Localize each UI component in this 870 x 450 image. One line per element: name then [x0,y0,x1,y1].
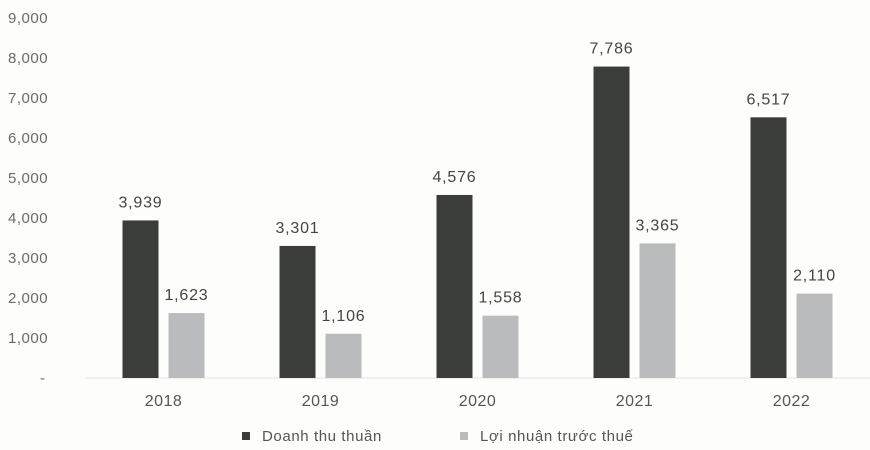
x-tick-label: 2022 [773,393,811,410]
y-tick-label: 2,000 [8,290,48,307]
data-label: 1,106 [321,308,365,325]
bar-doanh-thu-thuan [750,117,787,378]
bar-loi-nhuan-truoc-thue [796,293,833,378]
y-tick-label: 6,000 [8,130,48,147]
y-tick-label: 8,000 [8,50,48,67]
y-tick-label: 4,000 [8,210,48,227]
y-tick-label: 1,000 [8,330,48,347]
data-label: 6,517 [746,91,790,108]
data-label: 3,365 [635,217,679,234]
data-label: 2,110 [793,268,836,285]
data-label: 3,939 [118,194,162,211]
bar-doanh-thu-thuan [279,245,316,378]
x-tick-label: 2021 [616,393,654,410]
bar-doanh-thu-thuan [593,66,630,378]
legend-swatch [460,432,468,440]
x-tick-label: 2018 [145,393,183,410]
data-label: 1,623 [164,287,208,304]
y-tick-label: - [40,370,46,387]
x-tick-label: 2020 [459,393,497,410]
y-tick-label: 3,000 [8,250,48,267]
y-tick-label: 9,000 [8,10,48,27]
x-tick-label: 2019 [302,393,340,410]
data-label: 7,786 [589,41,633,58]
legend-swatch [242,432,250,440]
bar-doanh-thu-thuan [436,194,473,378]
bar-loi-nhuan-truoc-thue [325,333,362,378]
legend-label: Doanh thu thuần [262,428,382,445]
y-tick-label: 7,000 [8,90,48,107]
legend-label: Lợi nhuận trước thuế [480,428,634,445]
legend: Doanh thu thuần Lợi nhuận trước thuế [242,428,634,445]
axis-layer: - 1,000 2,000 3,000 4,000 5,000 6,000 7,000 8,00… [8,10,870,410]
bar-doanh-thu-thuan [122,220,159,378]
bar-layer [122,66,833,378]
label-layer: 3,939 1,623 3,301 1,106 4,576 1,558 7,786 3,365… [118,41,835,325]
data-label: 3,301 [275,220,319,237]
bar-loi-nhuan-truoc-thue [168,313,205,378]
data-label: 4,576 [432,169,476,186]
bar-loi-nhuan-truoc-thue [639,243,676,378]
y-tick-label: 5,000 [8,170,48,187]
data-label: 1,558 [478,290,522,307]
bar-loi-nhuan-truoc-thue [482,315,519,378]
